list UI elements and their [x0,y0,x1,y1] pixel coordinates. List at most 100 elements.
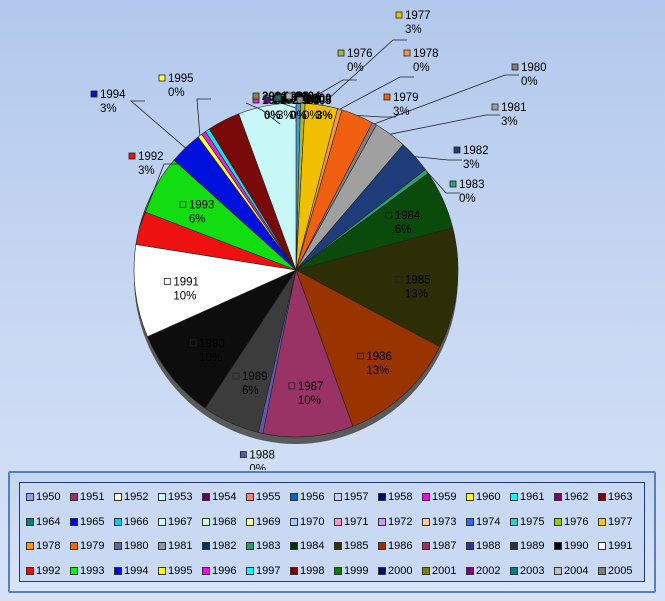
legend-label: 2000 [388,564,413,577]
legend-item-1978: 1978 [26,540,70,552]
legend-label: 1963 [608,491,633,504]
legend-frame: 1950 1951 1952 1953 1954 1955 1956 1957 1958 1959… [8,471,656,593]
legend-label: 2004 [564,564,589,577]
legend-label: 1966 [124,515,149,528]
slice-label-pct: 13% [366,365,389,377]
slice-label-name: 1979 [393,92,419,104]
legend-item-1970: 1970 [290,516,334,528]
leader-line-1983 [426,171,460,194]
cluster-pct: 0% [303,110,320,122]
legend-item-1969: 1969 [246,516,290,528]
legend-swatch [422,493,430,502]
legend-label: 1965 [80,515,105,528]
legend-item-1971: 1971 [334,516,378,528]
legend-swatch [378,566,386,575]
legend-item-1963: 1963 [598,491,642,503]
legend-label: 1958 [388,491,413,504]
slice-label-name: 1984 [395,210,421,222]
slice-label-swatch [491,103,499,111]
leader-line-1978 [339,76,414,110]
slice-label-name: 1992 [138,151,164,163]
overlapping-label-cluster: 1996199719981999200020012002200320042005… [252,91,333,122]
legend-item-2005: 2005 [598,565,642,577]
legend-label: 1959 [432,491,457,504]
legend-swatch [246,493,254,502]
legend-item-1974: 1974 [466,516,510,528]
legend-swatch [158,517,166,526]
legend-label: 1990 [564,540,589,553]
legend-label: 1997 [256,564,281,577]
legend-item-2002: 2002 [466,565,510,577]
legend-label: 1977 [608,515,633,528]
cluster-swatch [285,92,293,100]
legend-item-1961: 1961 [510,491,554,503]
legend-swatch [70,566,78,575]
legend-swatch [598,517,606,526]
legend-item-1980: 1980 [114,540,158,552]
legend-swatch [466,517,474,526]
legend-swatch [202,517,210,526]
legend-swatch [246,566,254,575]
slice-label-1988: 1988 0% [239,450,275,470]
legend-item-1957: 1957 [334,491,378,503]
slice-label-1990: 1990 10% [189,338,225,364]
legend-label: 1976 [564,515,589,528]
legend-item-1983: 1983 [246,540,290,552]
legend-label: 1961 [520,491,545,504]
legend-label: 1995 [168,564,193,577]
cluster-swatch [296,96,304,104]
legend-item-1956: 1956 [290,491,334,503]
pie-slice-1987 [262,268,354,438]
legend-swatch [422,542,430,551]
legend-label: 2001 [432,564,457,577]
slice-label-pct: 3% [100,103,117,115]
slice-label-pct: 0% [168,87,185,99]
legend: 1950 1951 1952 1953 1954 1955 1956 1957 1958 1959… [19,482,645,582]
legend-swatch [554,517,562,526]
slice-labels-layer: 19760%19773%19780%19793%19800%19813%1982… [90,10,547,470]
legend-label: 1989 [520,540,545,553]
legend-label: 1970 [300,515,325,528]
legend-swatch [202,566,210,575]
slice-label-swatch [239,451,247,458]
slice-label-1989: 1989 6% [232,371,268,397]
cluster-swatch [252,92,260,100]
legend-label: 1952 [124,491,149,504]
legend-swatch [378,517,386,526]
legend-label: 1994 [124,564,149,577]
legend-label: 1957 [344,491,369,504]
legend-label: 1986 [388,540,413,553]
leader-line-1979 [357,115,396,118]
cluster-label: 2005 [306,95,332,107]
legend-swatch [290,517,298,526]
slice-label-swatch [449,180,457,188]
leader-line-1977 [321,39,407,106]
slice-label-pct: 6% [242,385,259,397]
slice-label-name: 1980 [521,62,547,74]
slice-label-name: 1990 [199,338,225,350]
legend-swatch [246,542,254,551]
leader-line-1995 [196,98,211,136]
legend-label: 1972 [388,515,413,528]
legend-label: 1979 [80,540,105,553]
legend-swatch [378,542,386,551]
legend-item-1973: 1973 [422,516,466,528]
legend-swatch [554,493,562,502]
legend-label: 1988 [476,540,501,553]
legend-label: 1950 [36,491,61,504]
slice-label-swatch [395,275,403,283]
slice-label-swatch [395,11,403,19]
slice-label-swatch [453,146,461,154]
legend-swatch [158,566,166,575]
slice-label-name: 1989 [242,371,268,383]
legend-swatch [26,542,34,551]
slice-label-swatch [158,74,166,82]
slice-label-pct: 0% [249,464,266,470]
leader-line-1981 [390,114,500,135]
legend-label: 1973 [432,515,457,528]
legend-swatch [598,493,606,502]
slice-label-1979: 1979 3% [383,92,419,118]
slice-label-pct: 3% [138,165,155,177]
slice-label-1983: 1983 0% [449,179,485,205]
pie-slice-2005 [238,102,297,271]
